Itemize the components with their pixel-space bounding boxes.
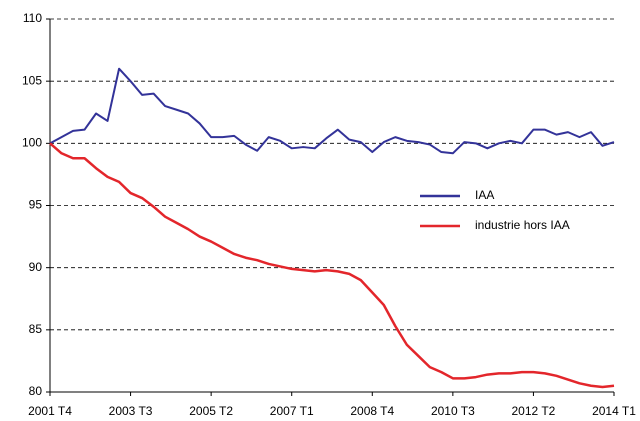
x-tick-label: 2005 T2 [189,404,233,418]
legend-label: IAA [475,188,494,202]
series-line [49,142,615,389]
x-tick-label: 2003 T3 [109,404,153,418]
y-tick-label: 105 [22,73,42,87]
x-tick-label: 2014 T1 [592,404,636,418]
series-line [49,67,615,155]
y-tick-label: 95 [29,198,43,212]
x-tick-label: 2010 T3 [431,404,475,418]
y-tick-label: 100 [22,136,42,150]
x-tick-label: 2008 T4 [350,404,394,418]
x-tick-label: 2007 T1 [270,404,314,418]
y-tick-label: 85 [29,322,43,336]
y-tick-label: 90 [29,260,43,274]
y-tick-label: 110 [23,11,42,25]
legend-label: industrie hors IAA [475,218,570,232]
x-tick-label: 2001 T4 [28,404,72,418]
y-tick-label: 80 [29,384,43,398]
x-tick-label: 2012 T2 [512,404,556,418]
